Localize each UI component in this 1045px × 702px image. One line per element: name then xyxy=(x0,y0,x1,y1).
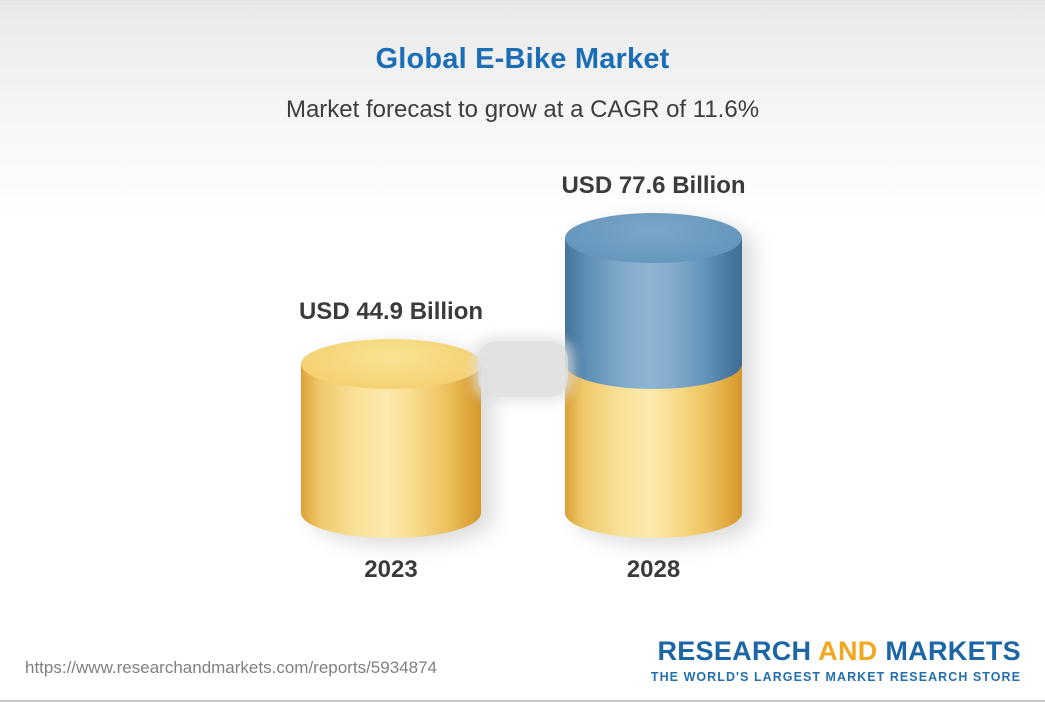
logo-tagline: THE WORLD'S LARGEST MARKET RESEARCH STOR… xyxy=(650,670,1021,684)
cylinder-top-ellipse xyxy=(301,339,481,389)
bar-2023-category-label: 2023 xyxy=(364,556,418,583)
researchandmarkets-logo: RESEARCH AND MARKETS THE WORLD'S LARGEST… xyxy=(651,636,1021,684)
logo-word-research: RESEARCH xyxy=(657,636,812,666)
cylinder-segment-market-2023 xyxy=(301,364,481,538)
bar-2023-value-label: USD 44.9 Billion xyxy=(298,298,484,325)
report-url: https://www.researchandmarkets.com/repor… xyxy=(25,658,437,677)
chart-title: Global E-Bike Market xyxy=(375,43,670,75)
cylinder-top-ellipse xyxy=(565,213,742,263)
cylinder-segment-base-2023-level xyxy=(565,364,742,538)
logo-word-and: AND xyxy=(818,636,878,666)
cylinder-segment-growth-2023-to-2028 xyxy=(565,238,742,389)
bar-2028-category-label: 2028 xyxy=(626,556,681,583)
logo-word-markets: MARKETS xyxy=(885,636,1021,666)
logo-wordmark: RESEARCH AND MARKETS xyxy=(651,636,1021,667)
bar-2028: USD 77.6 Billion 2028 xyxy=(561,172,745,583)
watermark-pill xyxy=(478,341,568,397)
cylinder-2023 xyxy=(301,339,481,538)
bar-2028-value-label: USD 77.6 Billion xyxy=(561,172,746,199)
bar-2023: USD 44.9 Billion 2023 xyxy=(299,298,483,583)
cylinder-2028 xyxy=(565,213,742,538)
chart-subtitle: Market forecast to grow at a CAGR of 11.… xyxy=(285,96,760,123)
